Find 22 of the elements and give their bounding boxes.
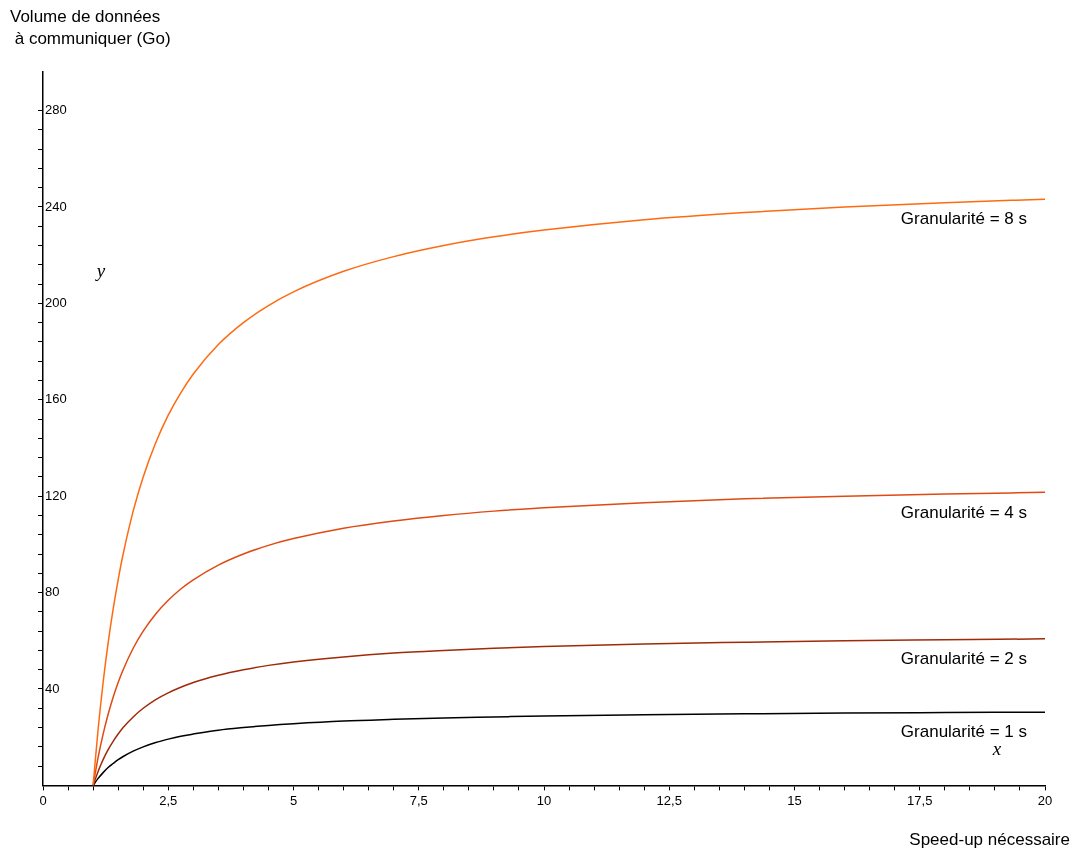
x-tick-label: 12,5	[656, 792, 682, 808]
y-tick-label: 280	[45, 102, 67, 118]
y-tick-label: 160	[45, 391, 67, 407]
x-axis-title: Speed-up nécessaire	[909, 830, 1070, 850]
x-tick-label: 2,5	[159, 792, 178, 808]
annotation: y	[94, 260, 106, 281]
y-axis-title: Volume de données à communiquer (Go)	[10, 6, 171, 50]
y-tick-label: 240	[45, 198, 67, 214]
x-tick-label: 15	[787, 792, 802, 808]
x-tick-label: 17,5	[907, 792, 933, 808]
series-label: Granularité = 4 s	[900, 502, 1027, 522]
x-tick-label: 0	[39, 792, 47, 808]
x-tick-label: 20	[1037, 792, 1053, 808]
y-tick-label: 80	[45, 584, 60, 600]
series-label: Granularité = 2 s	[900, 649, 1027, 669]
x-tick-label: 7,5	[409, 792, 428, 808]
y-tick-label: 120	[45, 487, 67, 503]
series-label: Granularité = 8 s	[900, 209, 1027, 229]
x-tick-label: 5	[289, 792, 298, 808]
y-tick-label: 40	[45, 680, 60, 696]
x-tick-label: 10	[536, 792, 552, 808]
y-tick-label: 200	[45, 294, 67, 310]
